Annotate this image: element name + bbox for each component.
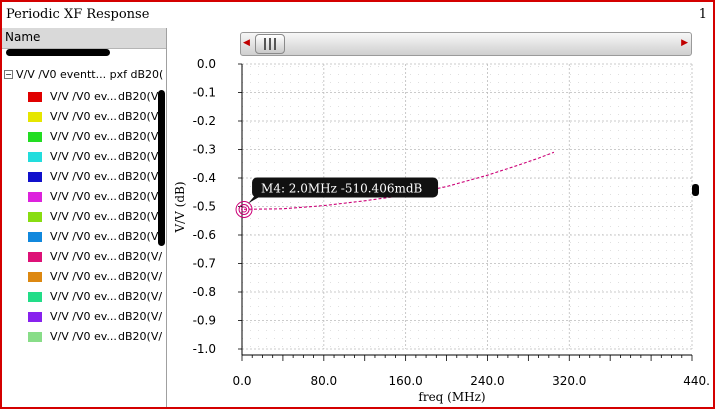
trace-color-swatch [28,132,42,142]
trace-group[interactable]: − V/V /V0 eventt... pxf dB20( [4,68,163,81]
legend-item-name: V/V /V0 ev... [50,170,117,183]
trace-color-swatch [28,172,42,182]
legend-item-name: V/V /V0 ev... [50,190,117,203]
marker-callout-pointer [248,196,261,204]
x-tick-label: 320.0 [552,374,586,388]
trace-color-swatch [28,232,42,242]
side-marker-handle[interactable] [692,184,699,196]
marker-target-icon[interactable] [238,203,250,215]
legend-item-name: V/V /V0 ev... [50,210,117,223]
y-axis-label: V/V (dB) [173,181,187,233]
legend-item-expression: dB20(V/ [118,230,163,243]
trace-color-swatch [28,312,42,322]
x-tick-label: 240.0 [470,374,504,388]
legend-item-name: V/V /V0 ev... [50,90,117,103]
window-title: Periodic XF Response [6,7,150,22]
legend-item-name: V/V /V0 ev... [50,130,117,143]
x-axis-label: freq (MHz) [418,390,485,404]
legend-item-expression: dB20(V/ [118,310,163,323]
trace-legend-panel: Name − V/V /V0 eventt... pxf dB20( V/V /V… [2,28,167,407]
trace-group-label: V/V /V0 eventt... pxf dB20( [16,68,164,81]
trace-color-swatch [28,272,42,282]
horizontal-scrollbar[interactable]: ◀ ▶ [240,32,692,56]
x-tick-label: 160.0 [388,374,422,388]
legend-item-name: V/V /V0 ev... [50,270,117,283]
trace-color-swatch [28,332,42,342]
legend-item-name: V/V /V0 ev... [50,230,117,243]
y-tick-label: -0.1 [193,86,216,100]
legend-item-expression: dB20(V/ [118,130,163,143]
scroll-thumb[interactable] [255,34,285,54]
legend-item-name: V/V /V0 ev... [50,310,117,323]
marker-target-icon[interactable] [241,206,248,213]
trace-color-swatch [28,92,42,102]
trace-color-swatch [28,112,42,122]
trace-color-swatch [28,192,42,202]
redaction-bar [6,49,110,56]
x-tick-label: 80.0 [310,374,337,388]
legend-item-expression: dB20(V/ [118,90,163,103]
y-tick-label: -0.9 [193,314,216,328]
trace-color-swatch [28,212,42,222]
legend-item-expression: dB20(V/ [118,150,163,163]
collapse-icon[interactable]: − [4,70,13,79]
y-tick-label: -0.3 [193,143,216,157]
y-tick-label: -1.0 [193,342,216,356]
legend-item-expression: dB20(V/ [118,210,163,223]
legend-item-expression: dB20(V/ [118,270,163,283]
series-line[interactable] [243,151,555,210]
trace-color-swatch [28,252,42,262]
trace-color-swatch [28,152,42,162]
y-tick-label: -0.8 [193,285,216,299]
marker-callout[interactable] [252,177,439,198]
legend-item-name: V/V /V0 ev... [50,330,117,343]
x-tick-label: 0.0 [232,374,251,388]
legend-header[interactable]: Name [2,28,166,49]
y-tick-label: -0.6 [193,228,216,242]
legend-header-label: Name [5,30,41,44]
y-tick-label: -0.4 [193,171,216,185]
legend-item-expression: dB20(V/ [118,290,163,303]
legend-item-expression: dB20(V/ [118,190,163,203]
plot-background [242,64,692,349]
redaction-bar [158,90,165,246]
x-tick-label: 440. [683,374,710,388]
page-number: 1 [698,7,707,22]
y-tick-label: -0.7 [193,257,216,271]
marker-label: M4: 2.0MHz -510.406mdB [261,181,422,195]
legend-item-name: V/V /V0 ev... [50,150,117,163]
legend-item-expression: dB20(V/ [118,170,163,183]
title-bar: Periodic XF Response 1 [2,2,713,28]
legend-item-name: V/V /V0 ev... [50,290,117,303]
legend-item-expression: dB20(V/ [118,250,163,263]
y-tick-label: -0.2 [193,114,216,128]
scroll-left-arrow-icon[interactable]: ◀ [243,38,250,48]
y-tick-label: 0.0 [197,57,216,71]
legend-item-name: V/V /V0 ev... [50,250,117,263]
marker-target-icon[interactable] [235,200,253,218]
legend-item-expression: dB20(V/ [118,330,163,343]
legend-item-expression: dB20(V/ [118,110,163,123]
trace-color-swatch [28,292,42,302]
scroll-right-arrow-icon[interactable]: ▶ [681,38,688,48]
legend-item-name: V/V /V0 ev... [50,110,117,123]
y-tick-label: -0.5 [193,200,216,214]
